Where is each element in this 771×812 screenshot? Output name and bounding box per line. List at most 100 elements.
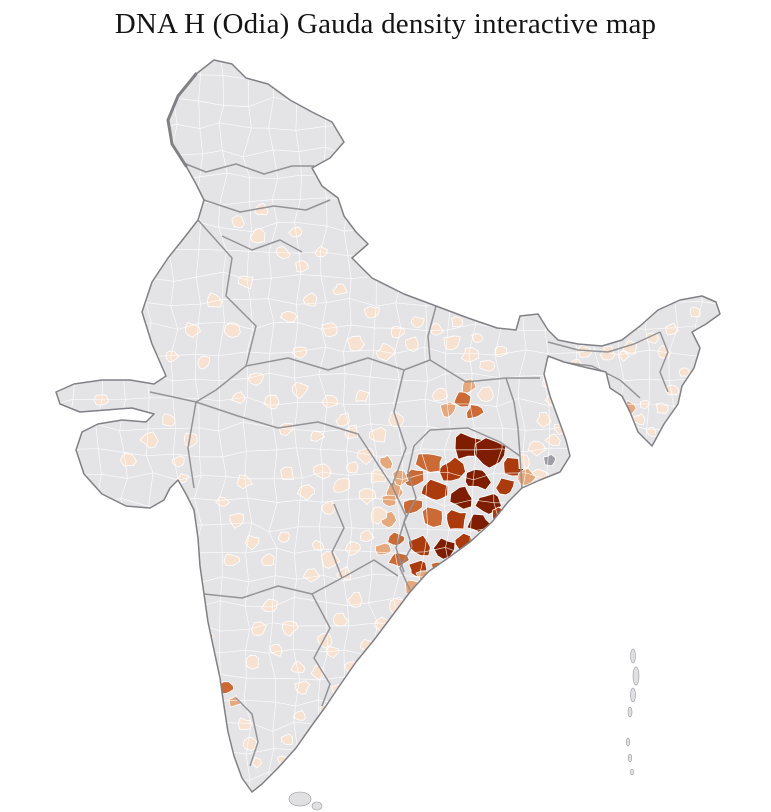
district-cell[interactable] (139, 431, 159, 449)
district-cell[interactable] (263, 394, 280, 410)
district-cell[interactable] (242, 736, 258, 752)
district-cell[interactable] (664, 322, 679, 336)
district-cell[interactable] (260, 553, 275, 567)
state-border-line (203, 199, 331, 213)
district-cell[interactable] (432, 537, 456, 560)
district-cell[interactable] (302, 292, 318, 307)
district-cell[interactable] (292, 381, 309, 400)
district-cell[interactable] (229, 512, 245, 529)
district-cell[interactable] (223, 553, 241, 567)
district-cell[interactable] (295, 260, 309, 273)
density-districts (94, 203, 701, 769)
district-cell[interactable] (346, 461, 359, 474)
district-cell[interactable] (313, 463, 332, 480)
andaman-island (630, 768, 634, 776)
district-cell[interactable] (307, 730, 322, 742)
district-cell[interactable] (281, 733, 294, 746)
island-chain (288, 648, 640, 811)
state-border-line (235, 697, 259, 767)
district-cell[interactable] (321, 500, 336, 515)
district-cell[interactable] (193, 615, 207, 629)
district-cell[interactable] (346, 335, 366, 352)
district-cell[interactable] (290, 660, 306, 673)
district-cell[interactable] (414, 453, 444, 473)
district-cell[interactable] (464, 468, 492, 491)
district-cell[interactable] (379, 454, 394, 470)
district-cell[interactable] (336, 566, 352, 581)
district-cell[interactable] (547, 358, 558, 369)
district-cell[interactable] (245, 654, 260, 670)
district-cell[interactable] (207, 292, 223, 308)
district-cell[interactable] (527, 440, 547, 457)
district-cell[interactable] (460, 347, 480, 363)
district-cell[interactable] (321, 322, 338, 338)
state-border-line (187, 401, 197, 489)
district-cell[interactable] (277, 531, 290, 543)
district-cell[interactable] (453, 391, 472, 408)
district-cell[interactable] (355, 389, 371, 403)
district-cell[interactable] (358, 488, 377, 505)
district-cell[interactable] (112, 411, 128, 422)
district-cell[interactable] (280, 466, 294, 481)
district-cell[interactable] (479, 360, 496, 372)
district-cell[interactable] (633, 413, 646, 426)
district-cell[interactable] (269, 643, 283, 657)
india-landmass[interactable] (56, 60, 720, 792)
district-cell[interactable] (639, 399, 650, 410)
district-cell[interactable] (292, 710, 306, 721)
sri-lanka-fragment (311, 801, 323, 811)
district-cell[interactable] (223, 322, 241, 338)
district-cell[interactable] (431, 387, 449, 401)
andaman-island (626, 737, 630, 747)
state-border-line (505, 377, 521, 457)
district-cell[interactable] (231, 391, 246, 404)
district-cell[interactable] (492, 506, 510, 526)
district-cell[interactable] (543, 453, 557, 467)
district-cell[interactable] (390, 325, 406, 339)
district-cell[interactable] (250, 227, 266, 244)
district-cell[interactable] (184, 432, 198, 449)
district-cell[interactable] (371, 506, 388, 525)
district-cell[interactable] (162, 413, 176, 427)
district-cell[interactable] (176, 473, 190, 484)
district-cell[interactable] (451, 316, 464, 328)
district-cell[interactable] (288, 226, 302, 238)
state-border-line (391, 485, 407, 573)
district-cell[interactable] (599, 346, 616, 361)
district-cell[interactable] (251, 756, 263, 769)
district-cell[interactable] (443, 335, 461, 351)
district-cell[interactable] (184, 322, 201, 339)
district-cell[interactable] (410, 316, 425, 328)
district-cell[interactable] (536, 411, 552, 428)
district-cell[interactable] (495, 477, 515, 496)
district-cell[interactable] (231, 215, 245, 228)
district-cell[interactable] (360, 529, 375, 543)
district-cell[interactable] (165, 350, 180, 363)
district-cell[interactable] (280, 311, 298, 323)
state-border-line (659, 331, 669, 393)
district-cell[interactable] (678, 367, 690, 377)
district-cell[interactable] (325, 646, 340, 659)
district-cell[interactable] (310, 430, 326, 442)
state-border-line (427, 305, 437, 361)
district-cell[interactable] (314, 245, 328, 258)
district-cell[interactable] (347, 592, 363, 608)
andaman-island (632, 666, 640, 686)
district-cell[interactable] (332, 283, 348, 295)
district-cell[interactable] (228, 694, 242, 708)
district-cell[interactable] (476, 386, 494, 402)
district-cell[interactable] (197, 355, 210, 370)
district-cell[interactable] (296, 484, 316, 501)
district-cell[interactable] (291, 346, 308, 359)
district-cell[interactable] (302, 568, 321, 583)
state-border-line (429, 359, 540, 383)
district-cell[interactable] (420, 478, 449, 501)
district-cell[interactable] (446, 509, 467, 530)
district-cell[interactable] (404, 336, 419, 353)
loc-border (166, 72, 198, 168)
district-cell[interactable] (403, 499, 423, 515)
district-cell[interactable] (247, 372, 265, 386)
state-border-line (195, 219, 257, 403)
